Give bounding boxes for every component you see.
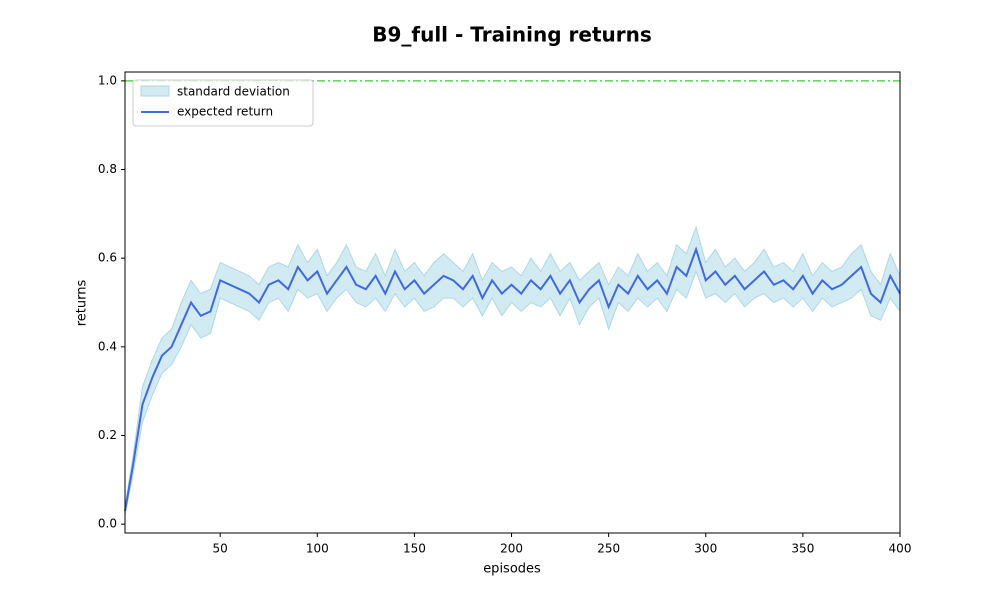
y-tick-label: 0.0 <box>98 517 117 531</box>
legend-swatch <box>140 85 170 97</box>
x-tick-label: 50 <box>213 542 228 556</box>
y-tick-label: 1.0 <box>98 73 117 87</box>
chart-title: B9_full - Training returns <box>372 23 652 47</box>
std-band <box>124 225 901 516</box>
y-tick-label: 0.8 <box>98 162 117 176</box>
y-tick-label: 0.6 <box>98 251 117 265</box>
x-tick-label: 100 <box>306 542 329 556</box>
y-tick-label: 0.2 <box>98 428 117 442</box>
legend-label: expected return <box>177 105 273 119</box>
x-tick-label: 350 <box>791 542 814 556</box>
x-tick-label: 200 <box>500 542 523 556</box>
y-tick-label: 0.4 <box>98 339 117 353</box>
x-tick-label: 250 <box>597 542 620 556</box>
x-tick-label: 300 <box>694 542 717 556</box>
x-tick-label: 400 <box>889 542 912 556</box>
plot-frame <box>124 71 901 534</box>
legend-box <box>132 79 314 127</box>
x-tick-label: 150 <box>403 542 426 556</box>
x-axis-label: episodes <box>483 562 541 577</box>
line <box>124 246 901 512</box>
legend-label: standard deviation <box>177 85 290 99</box>
y-axis-label: returns <box>75 280 90 327</box>
